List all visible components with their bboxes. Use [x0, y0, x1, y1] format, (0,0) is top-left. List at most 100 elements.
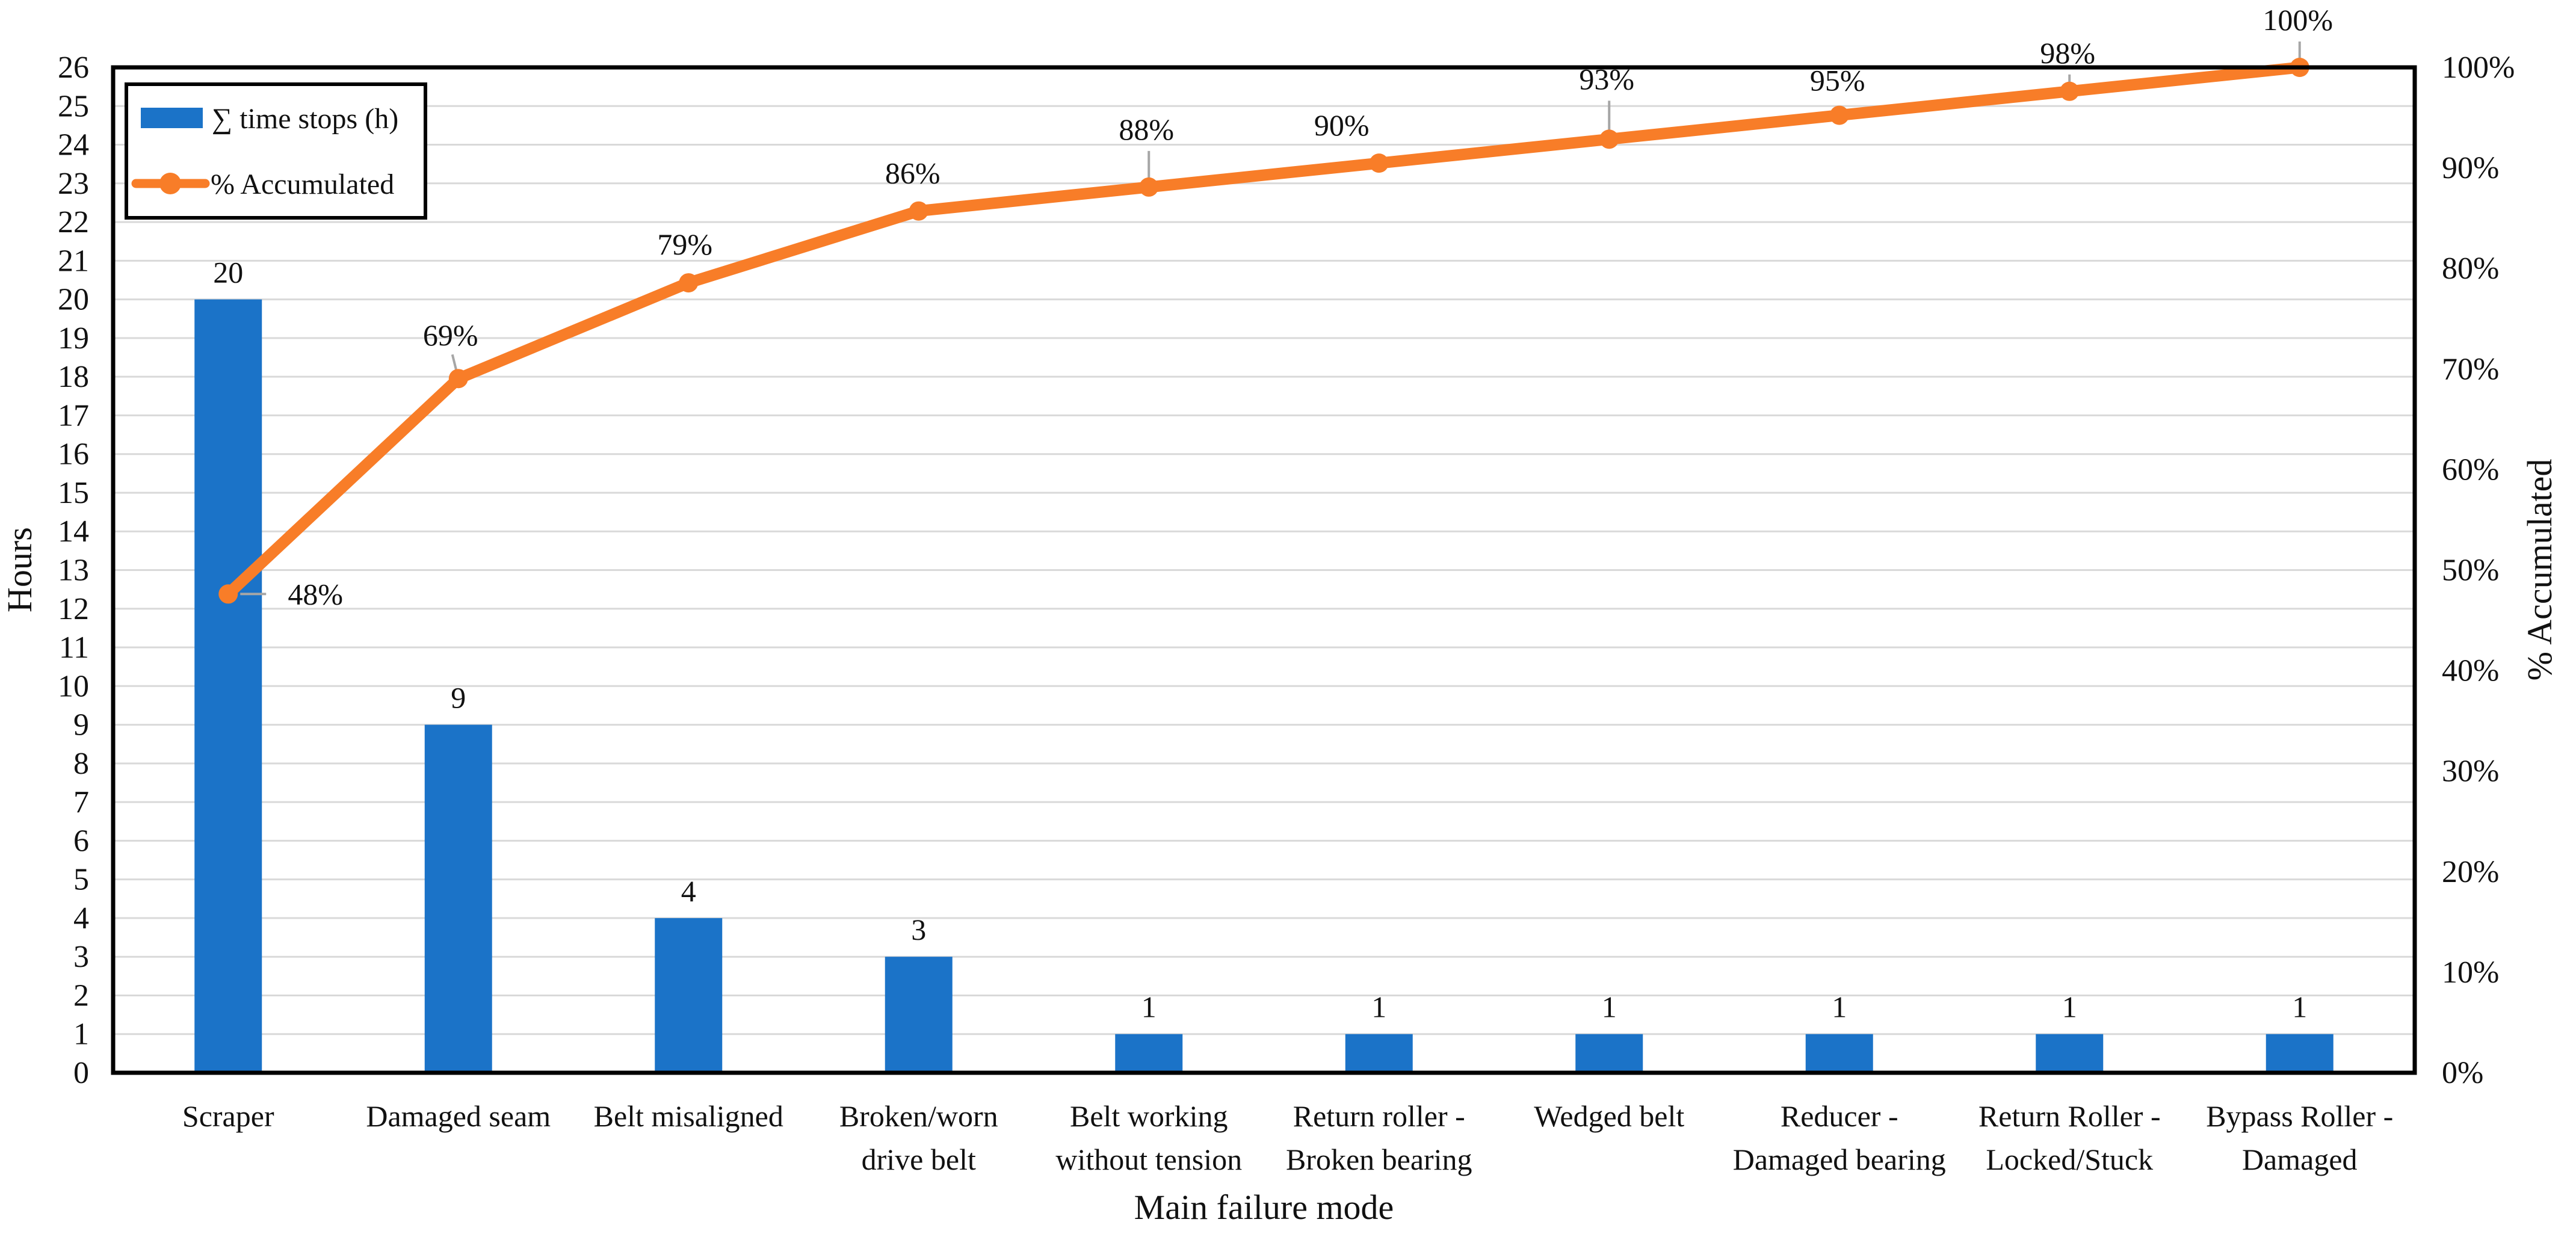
y-axis-tick-label: 21 [58, 244, 89, 278]
secondary-axis-tick-label: 10% [2442, 955, 2499, 990]
secondary-axis-title: % Accumulated [2520, 459, 2559, 681]
y-axis-tick-label: 16 [58, 437, 89, 472]
bar-value-label: 1 [1602, 990, 1617, 1024]
category-label: Damaged seam [366, 1099, 551, 1133]
cumulative-point [218, 584, 238, 604]
bar [1115, 1034, 1183, 1073]
y-axis-tick-label: 11 [59, 631, 89, 665]
bar-value-label: 1 [2062, 990, 2077, 1024]
y-axis-tick-label: 8 [73, 747, 89, 781]
bar-value-label: 20 [213, 256, 243, 289]
x-axis-title: Main failure mode [1134, 1188, 1394, 1227]
secondary-axis-tick-label: 40% [2442, 654, 2499, 688]
legend [125, 82, 427, 220]
y-axis-tick-label: 18 [58, 360, 89, 394]
bar-value-label: 1 [1141, 990, 1157, 1024]
cumulative-point [909, 201, 928, 221]
cumulative-point [1829, 105, 1849, 125]
cumulative-point [2060, 81, 2080, 101]
legend-box [125, 82, 427, 220]
category-label: Broken/worn [839, 1099, 998, 1133]
legend-label: % Accumulated [211, 168, 394, 200]
y-axis-tick-label: 14 [58, 514, 89, 549]
plot-border [111, 65, 2417, 1075]
category-label: Bypass Roller - [2206, 1099, 2393, 1133]
y-axis-tick-label: 7 [73, 785, 89, 819]
legend-marker-swatch [159, 173, 181, 194]
point-label: 88% [1119, 113, 1174, 146]
y-axis-title: Hours [0, 527, 39, 612]
y-axis-tick-label: 15 [58, 476, 89, 510]
cumulative-line [222, 61, 2306, 600]
cumulative-point [679, 273, 699, 293]
y-axis-tick-label: 17 [58, 398, 89, 433]
y-axis-tick-label: 24 [58, 128, 89, 162]
y-axis-tick-label: 9 [73, 708, 89, 742]
point-label: 98% [2040, 36, 2095, 70]
point-label: 69% [423, 318, 478, 352]
y-axis-tick-label: 23 [58, 167, 89, 201]
bar-value-label: 1 [2292, 990, 2307, 1024]
y-axis-tick-label: 25 [58, 89, 89, 123]
bar-value-label: 4 [681, 874, 696, 908]
point-label: 79% [657, 227, 712, 261]
y-axis-tick-label: 26 [58, 51, 89, 85]
y-axis-tick-label: 13 [58, 554, 89, 588]
point-label: 48% [288, 577, 343, 611]
bar-value-label: 1 [1832, 990, 1847, 1024]
y-axis-tick-label: 0 [73, 1056, 89, 1090]
point-label: 90% [1314, 108, 1370, 142]
bar-value-label: 1 [1371, 990, 1386, 1024]
bar [424, 724, 492, 1073]
secondary-axis-tick-label: 90% [2442, 151, 2499, 185]
category-label: Belt misaligned [594, 1099, 783, 1133]
y-axis-tick-label: 5 [73, 863, 89, 897]
point-label: 86% [885, 156, 941, 190]
category-label: Broken bearing [1286, 1143, 1472, 1176]
category-label: Return roller - [1293, 1099, 1465, 1133]
bar [885, 957, 953, 1073]
y-axis-tick-label: 6 [73, 824, 89, 858]
bar [2036, 1034, 2104, 1073]
bar [194, 299, 262, 1073]
secondary-axis-tick-label: 60% [2442, 452, 2499, 487]
bar-value-label: 3 [911, 913, 926, 946]
legend-bar-swatch [141, 108, 203, 128]
legend-label: ∑ time stops (h) [212, 103, 398, 135]
bar [1575, 1034, 1643, 1073]
y-axis-tick-label: 3 [73, 940, 89, 974]
y-axis-tick-label: 20 [58, 283, 89, 317]
category-label: Belt working [1070, 1099, 1228, 1133]
cumulative-point [1599, 129, 1619, 149]
secondary-axis-tick-label: 30% [2442, 754, 2499, 789]
category-label: Locked/Stuck [1986, 1143, 2153, 1176]
secondary-axis-tick-label: 0% [2442, 1056, 2483, 1090]
secondary-axis-tick-label: 80% [2442, 251, 2499, 286]
category-label: Reducer - [1781, 1099, 1898, 1133]
y-axis-tick-label: 1 [73, 1017, 89, 1052]
category-label: Damaged [2242, 1143, 2358, 1176]
cumulative-point [1139, 177, 1159, 197]
category-label: Wedged belt [1534, 1099, 1684, 1133]
secondary-axis-tick-label: 50% [2442, 554, 2499, 588]
bar-value-label: 9 [451, 681, 466, 715]
secondary-axis-tick-label: 100% [2442, 51, 2515, 85]
y-axis-tick-label: 2 [73, 978, 89, 1013]
bar [655, 918, 723, 1073]
bar [1805, 1034, 1873, 1073]
point-label: 100% [2262, 3, 2333, 37]
category-label: Damaged bearing [1733, 1143, 1946, 1176]
y-axis-tick-label: 22 [58, 205, 89, 239]
secondary-axis-tick-label: 70% [2442, 352, 2499, 386]
y-axis-tick-label: 10 [58, 669, 89, 703]
bar [1345, 1034, 1413, 1073]
cumulative-point [448, 369, 468, 389]
secondary-axis-tick-label: 20% [2442, 855, 2499, 889]
category-label: drive belt [862, 1143, 976, 1176]
y-axis-tick-label: 4 [73, 901, 89, 936]
category-label: without tension [1055, 1143, 1242, 1176]
category-label: Scraper [182, 1099, 274, 1133]
bar [2266, 1034, 2334, 1073]
